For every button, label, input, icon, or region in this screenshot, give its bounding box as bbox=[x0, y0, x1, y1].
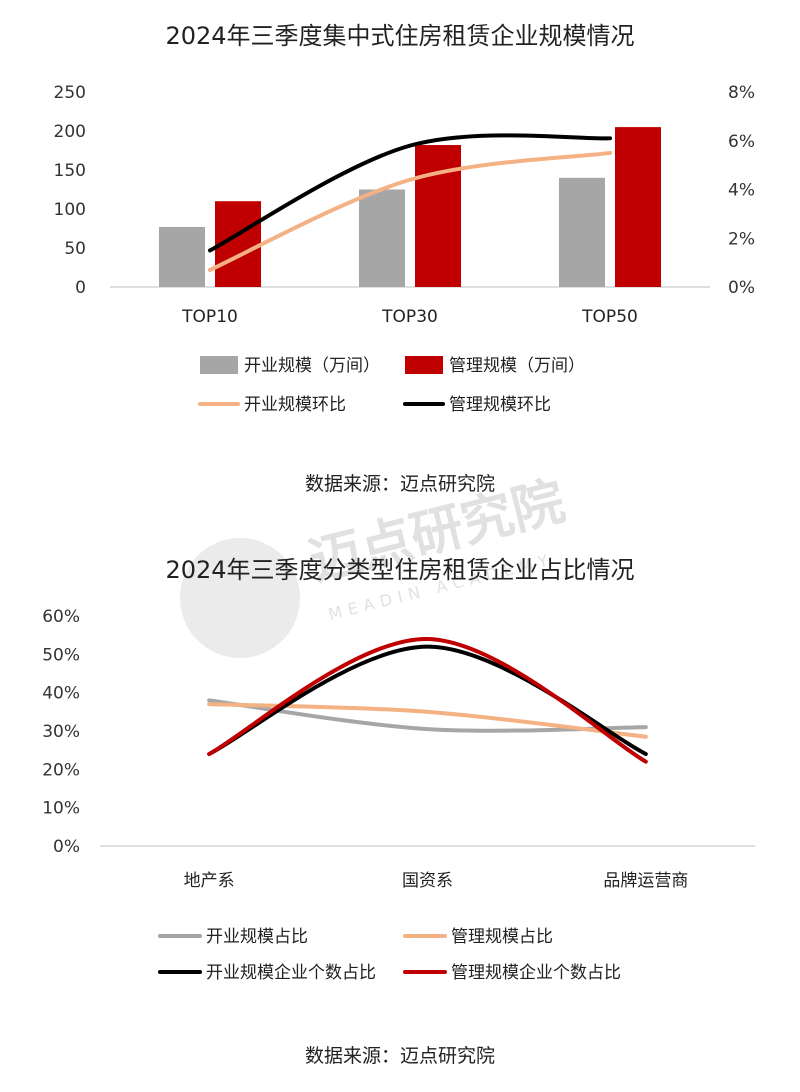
chart2-y-tick: 0% bbox=[53, 837, 80, 857]
chart1-y-tick: 200 bbox=[54, 122, 86, 142]
chart1-legend-swatch bbox=[405, 356, 443, 374]
chart2-y-tick: 40% bbox=[42, 684, 80, 704]
chart-scale-overview: 2024年三季度集中式住房租赁企业规模情况 0 50 100 150 200 250 0% 2… bbox=[54, 22, 755, 495]
chart1-bar bbox=[559, 177, 605, 287]
chart1-category-label: TOP50 bbox=[581, 307, 638, 327]
chart1-y2-tick: 4% bbox=[728, 181, 755, 201]
chart2-title: 2024年三季度分类型住房租赁企业占比情况 bbox=[165, 556, 634, 584]
chart1-bars bbox=[159, 127, 661, 287]
chart2-line-series bbox=[207, 644, 648, 756]
chart1-y2-tick: 2% bbox=[728, 229, 755, 249]
chart2-line-series bbox=[207, 702, 648, 739]
chart1-y2-tick: 0% bbox=[728, 278, 755, 298]
chart1-y2-tick: 6% bbox=[728, 132, 755, 152]
chart1-category-label: TOP10 bbox=[181, 307, 238, 327]
chart2-y-tick: 60% bbox=[42, 607, 80, 627]
chart1-legend: 开业规模（万间） 管理规模（万间） 开业规模环比 管理规模环比 bbox=[198, 356, 585, 415]
chart1-y-tick: 250 bbox=[54, 83, 86, 103]
chart1-y-tick: 150 bbox=[54, 161, 86, 181]
chart2-ticks: 0% 10% 20% 30% 40% 50% 60% 地产系 国资系 品牌运营商 bbox=[42, 607, 688, 891]
chart1-line-series bbox=[208, 150, 612, 272]
chart1-bar bbox=[615, 127, 661, 287]
chart1-y-tick: 50 bbox=[64, 239, 86, 259]
watermark-logo-icon bbox=[180, 538, 300, 658]
chart2-y-tick: 20% bbox=[42, 760, 80, 780]
chart1-line-series bbox=[208, 133, 612, 253]
chart1-bar bbox=[159, 226, 205, 287]
chart1-bar bbox=[359, 189, 405, 287]
chart1-y-tick: 0 bbox=[75, 278, 86, 298]
chart1-category-label: TOP30 bbox=[381, 307, 438, 327]
chart2-legend-label: 开业规模企业个数占比 bbox=[206, 963, 376, 983]
chart2-source: 数据来源：迈点研究院 bbox=[305, 1045, 495, 1067]
chart1-ticks: 0 50 100 150 200 250 0% 2% 4% 6% 8% TOP10 TOP30 TOP50 bbox=[54, 83, 755, 327]
chart2-line-series bbox=[207, 636, 648, 764]
chart1-legend-label: 开业规模环比 bbox=[244, 395, 346, 415]
chart2-y-tick: 50% bbox=[42, 645, 80, 665]
chart2-legend-label: 管理规模企业个数占比 bbox=[451, 963, 621, 983]
chart2-category-label: 国资系 bbox=[402, 871, 453, 891]
chart1-title: 2024年三季度集中式住房租赁企业规模情况 bbox=[165, 22, 634, 50]
chart2-legend-label: 管理规模占比 bbox=[451, 927, 553, 947]
chart1-bar bbox=[415, 145, 461, 287]
chart1-y2-tick: 8% bbox=[728, 83, 755, 103]
chart2-y-tick: 10% bbox=[42, 799, 80, 819]
chart1-legend-label: 开业规模（万间） bbox=[244, 356, 380, 376]
chart-type-share: 2024年三季度分类型住房租赁企业占比情况 0% 10% 20% 30% 40% 50% 6… bbox=[42, 556, 755, 1067]
chart2-lines bbox=[207, 636, 648, 764]
chart1-legend-label: 管理规模（万间） bbox=[449, 356, 585, 376]
chart2-category-label: 地产系 bbox=[184, 871, 235, 891]
chart1-y-tick: 100 bbox=[54, 200, 86, 220]
chart1-legend-swatch bbox=[200, 356, 238, 374]
chart2-category-label: 品牌运营商 bbox=[603, 871, 688, 891]
chart1-legend-label: 管理规模环比 bbox=[449, 395, 551, 415]
chart1-lines bbox=[208, 133, 612, 272]
chart2-legend-label: 开业规模占比 bbox=[206, 927, 308, 947]
chart2-y-tick: 30% bbox=[42, 722, 80, 742]
chart1-source: 数据来源：迈点研究院 bbox=[305, 473, 495, 495]
